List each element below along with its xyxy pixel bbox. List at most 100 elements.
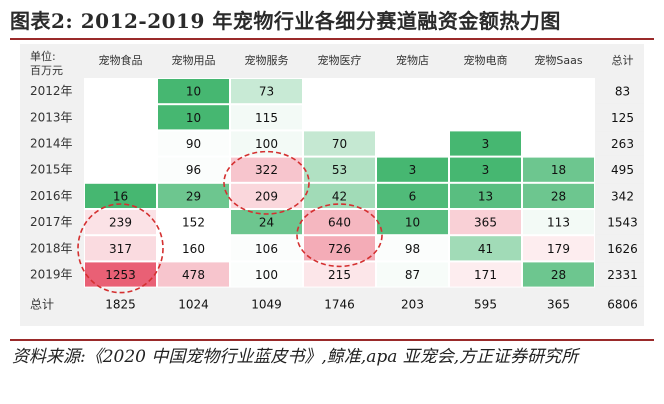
total-value: 1049	[251, 298, 282, 312]
cell-value: 125	[611, 111, 634, 125]
heatmap-cell	[377, 236, 448, 261]
total-value: 595	[474, 298, 497, 312]
cell-value: 42	[332, 189, 347, 203]
heatmap-cell	[231, 183, 302, 208]
cell-value: 24	[259, 216, 274, 230]
cell-value: 478	[182, 268, 205, 282]
row-label: 2016年	[30, 189, 73, 203]
column-header: 宠物Saas	[534, 53, 582, 67]
heatmap-cell	[596, 183, 644, 208]
heatmap-cell	[231, 79, 302, 104]
heatmap-cell	[304, 131, 375, 156]
heatmap-cell	[523, 236, 594, 261]
heatmap-cell	[158, 183, 229, 208]
row-label: 2017年	[30, 215, 73, 229]
cell-value: 160	[182, 242, 205, 256]
heatmap-cell	[231, 131, 302, 156]
cell-value: 322	[255, 163, 278, 177]
heatmap-cell	[596, 236, 644, 261]
total-value: 6806	[607, 298, 638, 312]
heatmap-cell	[523, 210, 594, 235]
heatmap-cell	[450, 157, 521, 182]
heatmap-cell	[85, 210, 156, 235]
cell-value: 90	[186, 137, 201, 151]
heatmap-cell	[596, 262, 644, 287]
cell-value: 73	[259, 85, 274, 99]
corner-label: 单位:百万元	[30, 49, 63, 77]
heatmap-cell	[158, 105, 229, 130]
cell-value: 209	[255, 189, 278, 203]
cell-value: 365	[474, 216, 497, 230]
cell-value: 115	[255, 111, 278, 125]
cell-value: 13	[478, 189, 493, 203]
cell-value: 3	[482, 137, 490, 151]
heatmap-cell	[377, 183, 448, 208]
cell-value: 342	[611, 189, 634, 203]
cell-value: 41	[478, 242, 493, 256]
bottom-rule	[10, 339, 654, 341]
column-header: 宠物服务	[245, 53, 289, 67]
cell-value: 171	[474, 268, 497, 282]
highlight-ellipse	[223, 150, 310, 215]
heatmap-cell	[450, 262, 521, 287]
heatmap-cell	[304, 157, 375, 182]
cell-value: 16	[113, 189, 128, 203]
highlight-ellipse	[77, 203, 164, 294]
cell-value: 3	[482, 163, 490, 177]
row-label: 2019年	[30, 268, 73, 282]
total-row-label: 总计	[30, 298, 54, 312]
cell-value: 3	[409, 163, 417, 177]
column-header: 宠物食品	[99, 53, 143, 67]
cell-value: 495	[611, 163, 634, 177]
heatmap-cell	[596, 79, 644, 104]
heatmap-cell	[158, 131, 229, 156]
heatmap-cell	[158, 79, 229, 104]
heatmap-cell	[377, 262, 448, 287]
column-header: 总计	[612, 53, 634, 67]
heatmap-cell	[523, 262, 594, 287]
heatmap-cell	[85, 236, 156, 261]
cell-value: 70	[332, 137, 347, 151]
heatmap-cell	[231, 262, 302, 287]
heatmap-cell	[523, 183, 594, 208]
total-value: 365	[547, 298, 570, 312]
cell-value: 239	[109, 216, 132, 230]
cell-value: 152	[182, 216, 205, 230]
cell-value: 96	[186, 163, 201, 177]
cell-value: 726	[328, 242, 351, 256]
cell-value: 1626	[607, 242, 638, 256]
cell-value: 1253	[105, 268, 136, 282]
heatmap-cell	[231, 105, 302, 130]
heatmap-cell	[377, 210, 448, 235]
total-value: 1024	[178, 298, 209, 312]
cell-value: 100	[255, 268, 278, 282]
heatmap-cell	[85, 262, 156, 287]
heatmap-cell	[596, 210, 644, 235]
row-label: 2014年	[30, 137, 73, 151]
heatmap-cell	[596, 105, 644, 130]
cell-value: 100	[255, 137, 278, 151]
row-label: 2015年	[30, 163, 73, 177]
cell-value: 317	[109, 242, 132, 256]
heatmap-cell	[231, 236, 302, 261]
column-header: 宠物医疗	[318, 53, 362, 67]
highlight-ellipse	[296, 203, 383, 268]
heatmap-cell	[304, 210, 375, 235]
cell-value: 18	[551, 163, 566, 177]
heatmap-cell	[523, 157, 594, 182]
row-label: 2018年	[30, 241, 73, 255]
total-value: 203	[401, 298, 424, 312]
heatmap-cell	[158, 262, 229, 287]
cell-value: 53	[332, 163, 347, 177]
heatmap-cell	[450, 236, 521, 261]
cell-value: 83	[615, 85, 630, 99]
chart-title: 图表2: 2012-2019 年宠物行业各细分赛道融资金额热力图	[10, 9, 561, 33]
heatmap-cell	[596, 131, 644, 156]
heatmap-cell	[377, 157, 448, 182]
cell-value: 87	[405, 268, 420, 282]
column-header: 宠物店	[396, 53, 429, 67]
cell-value: 10	[405, 216, 420, 230]
row-label: 2013年	[30, 110, 73, 124]
column-header: 宠物用品	[172, 53, 216, 67]
heatmap-cell	[304, 236, 375, 261]
